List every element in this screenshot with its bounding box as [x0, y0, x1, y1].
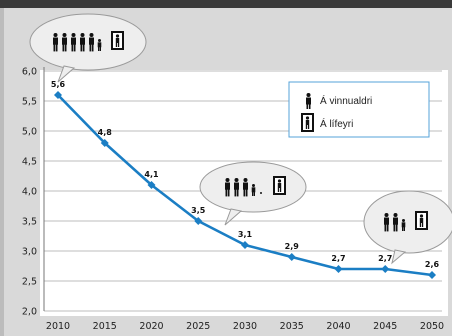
person-icon	[306, 93, 311, 109]
framed-person-icon	[301, 113, 314, 132]
y-tick-label: 5,5	[22, 97, 37, 108]
data-label: 3,5	[191, 206, 206, 215]
framed-person-icon	[111, 31, 124, 50]
data-point	[54, 91, 62, 99]
callout-2030	[199, 161, 307, 226]
callout-2050	[363, 190, 452, 265]
x-tick-label: 2025	[186, 321, 210, 332]
callout-2010	[29, 13, 147, 83]
small-person-icon	[251, 184, 256, 196]
x-tick-label: 2040	[326, 321, 350, 332]
data-points	[54, 91, 436, 279]
top-band	[0, 0, 452, 8]
person-icon	[80, 33, 85, 52]
y-axis: 2,0 2,5 3,0 3,5 4,0 4,5 5,0 5,5 6,0	[22, 67, 45, 318]
data-label: 2,6	[425, 260, 440, 269]
person-icon	[225, 178, 230, 197]
data-label: 4,8	[98, 128, 113, 137]
x-tick-label: 2015	[93, 321, 117, 332]
person-icon	[384, 213, 389, 232]
y-tick-label: 5,0	[22, 127, 37, 138]
y-tick-label: 4,5	[22, 157, 37, 168]
data-label: 3,1	[238, 230, 253, 239]
person-icon	[393, 213, 398, 232]
data-point	[287, 253, 296, 261]
x-tick-label: 2050	[420, 321, 444, 332]
legend-label-retired: Á lífeyri	[320, 117, 353, 130]
x-tick-label: 2010	[46, 321, 70, 332]
data-labels: 5,6 4,8 4,1 3,5 3,1 2,9 2,7 2,7 2,6	[51, 80, 440, 269]
data-label: 4,1	[144, 170, 159, 179]
y-tick-label: 3,0	[22, 247, 37, 258]
person-icon	[53, 33, 58, 52]
data-point	[194, 217, 203, 225]
data-label: 5,6	[51, 80, 66, 89]
legend-label-working: Á vinnualdri	[320, 94, 372, 107]
ratio-callouts	[29, 13, 452, 265]
left-edge	[0, 8, 4, 336]
data-point	[334, 265, 343, 273]
y-tick-label: 2,5	[22, 277, 37, 288]
data-label: 2,9	[285, 242, 300, 251]
data-point	[381, 265, 390, 273]
person-icon	[243, 178, 248, 197]
x-tick-label: 2020	[139, 321, 163, 332]
data-point	[147, 181, 156, 189]
x-tick-label: 2045	[373, 321, 397, 332]
framed-person-icon	[273, 176, 286, 195]
data-point	[241, 241, 249, 249]
separator-dot	[260, 192, 262, 194]
x-axis: 2010 2015 2020 2025 2030 2035 2040 2045 2050	[46, 321, 444, 332]
data-label: 2,7	[331, 254, 345, 263]
small-person-icon	[97, 39, 102, 51]
y-tick-label: 4,0	[22, 187, 37, 198]
small-person-icon	[401, 219, 406, 231]
data-label: 2,7	[378, 254, 392, 263]
x-tick-label: 2035	[280, 321, 304, 332]
data-point	[428, 271, 436, 279]
y-tick-label: 6,0	[22, 67, 37, 78]
person-icon	[89, 33, 94, 52]
y-tick-label: 3,5	[22, 217, 37, 228]
person-icon	[62, 33, 67, 52]
legend: Á vinnualdri Á lífeyri	[288, 81, 430, 138]
person-icon	[234, 178, 239, 197]
framed-person-icon	[415, 211, 428, 230]
x-tick-label: 2030	[233, 321, 257, 332]
y-tick-label: 2,0	[22, 307, 37, 318]
data-point	[100, 139, 109, 147]
person-icon	[71, 33, 76, 52]
